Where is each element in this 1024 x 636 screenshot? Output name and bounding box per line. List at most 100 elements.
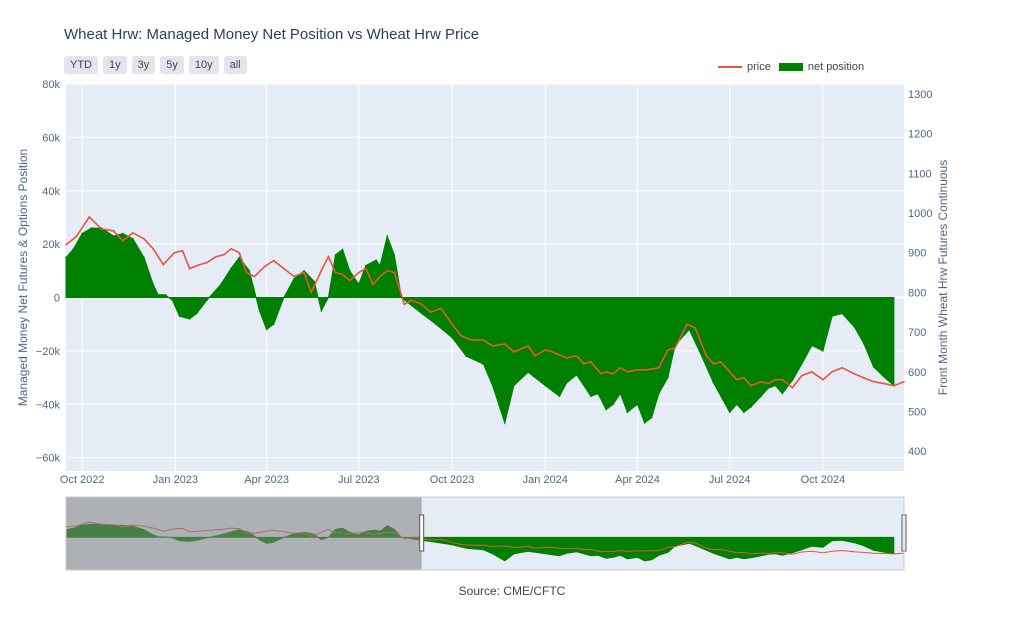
y-left-tick-label: 0 xyxy=(54,293,60,305)
price-point xyxy=(440,307,442,310)
net-position-points xyxy=(65,227,895,424)
price-point xyxy=(181,249,184,252)
net-position-point xyxy=(728,411,731,414)
price-point xyxy=(774,378,777,381)
range-selector: YTD 1y 3y 5y 10y all xyxy=(64,56,247,74)
net-position-point xyxy=(420,312,423,315)
net-position-point xyxy=(657,392,660,395)
price-point xyxy=(503,343,506,345)
net-position-point xyxy=(132,238,134,240)
price-point xyxy=(667,349,669,351)
price-point xyxy=(386,269,389,272)
price-point xyxy=(206,261,208,264)
net-position-point xyxy=(72,248,74,251)
net-position-point xyxy=(152,283,154,285)
price-point xyxy=(719,361,722,363)
range-button-3y[interactable]: 3y xyxy=(131,56,156,74)
x-tick-label: Jul 2023 xyxy=(338,474,380,486)
y-right-tick-label: 700 xyxy=(908,327,926,339)
net-position-point xyxy=(238,256,241,259)
y-left-axis-title: Managed Money Net Futures & Options Posi… xyxy=(16,149,30,406)
net-position-point xyxy=(81,232,84,235)
net-position-point xyxy=(358,283,360,285)
price-point xyxy=(310,291,313,294)
net-position-point xyxy=(465,355,468,358)
price-point xyxy=(636,368,639,371)
y-right-axis-title: Front Month Wheat Hrw Futures Continuous xyxy=(936,160,950,395)
price-point xyxy=(230,247,232,250)
y-right-tick-label: 900 xyxy=(908,248,926,260)
net-position-point xyxy=(551,390,554,392)
price-point xyxy=(750,384,752,387)
y-left-tick-label: 60k xyxy=(42,132,60,144)
price-point xyxy=(420,303,423,306)
price-point xyxy=(403,303,406,306)
net-position-point xyxy=(220,283,222,285)
range-button-10y[interactable]: 10y xyxy=(188,56,219,74)
net-position-point xyxy=(862,342,865,344)
price-point xyxy=(283,267,285,270)
range-button-1y[interactable]: 1y xyxy=(103,56,127,74)
net-position-point xyxy=(334,254,337,256)
net-position-point xyxy=(303,270,305,272)
legend-item-net-position[interactable]: net position xyxy=(778,61,865,73)
net-position-point xyxy=(590,395,592,398)
price-point xyxy=(575,355,578,357)
price-point xyxy=(612,372,614,375)
price-point xyxy=(173,251,176,254)
net-position-point xyxy=(272,323,275,326)
range-button-ytd[interactable]: YTD xyxy=(64,56,98,74)
price-point xyxy=(626,370,629,373)
range-button-5y[interactable]: 5y xyxy=(160,56,184,74)
price-point xyxy=(893,384,895,387)
price-point xyxy=(565,357,568,359)
price-point xyxy=(482,339,485,341)
net-position-point xyxy=(100,227,103,229)
net-position-point xyxy=(230,267,232,269)
y-left-tick-label: −20k xyxy=(36,346,61,358)
y-right-tick-label: 800 xyxy=(908,287,926,299)
net-position-point xyxy=(143,256,145,259)
x-tick-label: Oct 2024 xyxy=(801,474,846,486)
series-net-position-area xyxy=(65,227,895,425)
legend-item-price[interactable]: price xyxy=(718,61,771,73)
legend-label-net-position: net position xyxy=(807,61,865,73)
x-tick-label: Apr 2023 xyxy=(244,474,289,486)
price-point xyxy=(810,370,813,373)
price-point xyxy=(245,271,248,274)
price-point xyxy=(75,236,77,238)
net-position-point xyxy=(327,296,330,299)
net-position-point xyxy=(320,310,323,312)
y-left-tick-label: −40k xyxy=(36,399,61,411)
net-position-point xyxy=(65,256,67,259)
net-position-point xyxy=(157,294,160,296)
y-right-tick-label: 400 xyxy=(908,446,926,458)
net-position-point xyxy=(810,344,813,347)
price-point xyxy=(460,335,462,337)
price-point xyxy=(379,275,381,278)
x-tick-label: Jan 2024 xyxy=(523,474,568,486)
price-point xyxy=(88,216,91,218)
price-point xyxy=(743,376,745,379)
net-position-point xyxy=(503,422,506,424)
chart-title: Wheat Hrw: Managed Money Net Position vs… xyxy=(64,26,480,43)
legend-swatch-price xyxy=(718,66,742,68)
price-point xyxy=(327,255,330,258)
price-point xyxy=(215,255,217,258)
range-button-all[interactable]: all xyxy=(223,56,247,74)
net-position-point xyxy=(451,336,453,339)
net-position-point xyxy=(800,363,803,366)
net-position-point xyxy=(853,326,856,328)
price-point xyxy=(263,265,266,268)
net-position-point xyxy=(195,312,198,315)
price-point xyxy=(590,361,592,363)
net-position-point xyxy=(482,363,485,366)
plot-background xyxy=(66,84,904,471)
net-position-point xyxy=(248,270,251,272)
net-position-point xyxy=(626,411,629,414)
price-point xyxy=(372,283,374,286)
y-left-tick-label: 80k xyxy=(42,79,60,91)
source-note: Source: CME/CFTC xyxy=(458,584,566,598)
price-point xyxy=(513,351,515,353)
price-point xyxy=(348,279,351,282)
